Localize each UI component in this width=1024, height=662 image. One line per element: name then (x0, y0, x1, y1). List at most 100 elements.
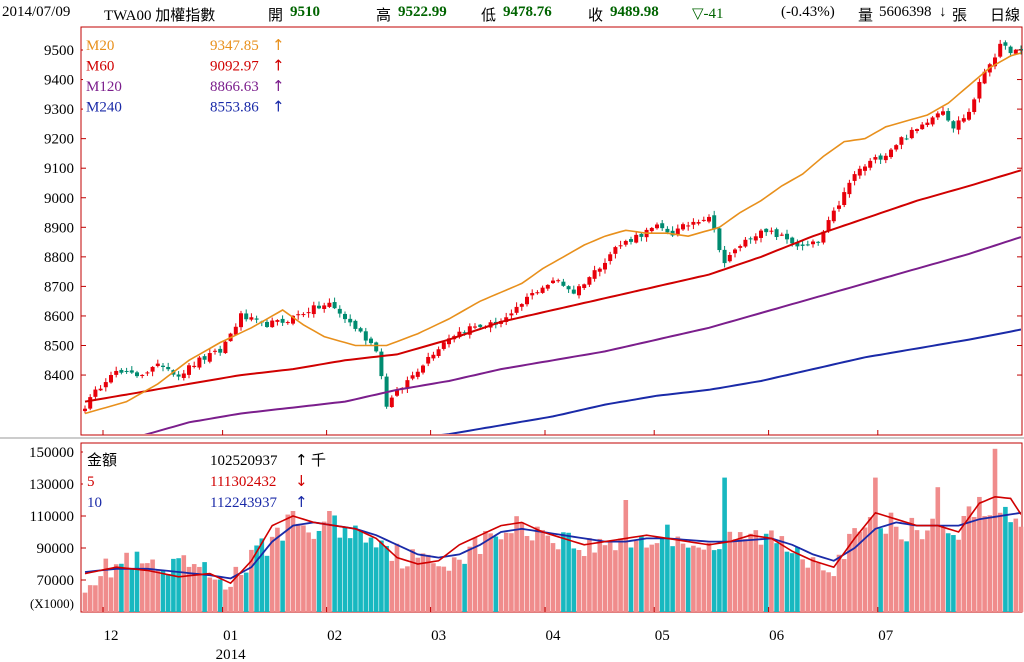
candle-body (280, 318, 285, 323)
volume-bar (139, 563, 145, 612)
symbol-label: TWA00 加權指數 (104, 8, 216, 24)
candle (358, 326, 363, 333)
volume-bar (379, 540, 384, 612)
candle-body (176, 374, 181, 377)
volume-bar (862, 527, 868, 612)
price-tick-label: 9100 (44, 161, 74, 177)
candle-body (977, 81, 982, 99)
volume-bar (420, 553, 426, 612)
volume-bar (264, 555, 270, 612)
candle-body (192, 365, 197, 367)
price-tick-label: 8700 (44, 279, 74, 295)
volume-bar (717, 549, 722, 612)
candle-body (166, 366, 171, 370)
volume-bar (763, 533, 769, 612)
price-tick-label: 9200 (44, 132, 74, 148)
legend-m60-name: M60 (86, 59, 114, 75)
volume-bar (384, 545, 389, 612)
candle-body (1003, 42, 1008, 46)
legend-layer: M20 9347.85 ↑ M60 9092.97 ↑ M120 8866.63 ↑ M240 85… (83, 30, 333, 511)
candle (348, 314, 353, 327)
volume-bar (685, 547, 691, 612)
volume-bar (914, 530, 920, 612)
volume-bar (561, 532, 566, 612)
volume-bar (836, 554, 842, 612)
volume-bar (301, 525, 306, 612)
candle (566, 285, 571, 293)
candle-body (265, 321, 269, 327)
volume-bar (160, 570, 166, 612)
candle-body (457, 331, 462, 338)
candle (842, 187, 847, 208)
high-value: 9522.99 (398, 4, 447, 20)
candle (816, 240, 821, 246)
volume-bar (477, 553, 483, 612)
candle (592, 265, 597, 282)
candle (150, 366, 155, 377)
candle (322, 302, 327, 313)
candle (98, 385, 103, 392)
change-percent: (-0.43%) (781, 4, 835, 20)
volume-bar (722, 477, 727, 612)
volume-tick-label: 90000 (37, 541, 75, 557)
volume-bar (966, 506, 972, 612)
volume-bar (743, 539, 748, 612)
volume-bar (405, 566, 410, 612)
volume-bar (275, 527, 280, 612)
volume-bar (847, 533, 852, 612)
price-tick-label: 8900 (44, 220, 74, 236)
candle (202, 354, 207, 364)
candle (743, 237, 748, 248)
candle-body (582, 284, 587, 288)
volume-bar (909, 517, 915, 612)
candle (421, 364, 425, 375)
candle (634, 231, 639, 244)
candle-body (327, 302, 332, 307)
volume-bar (467, 546, 473, 612)
candle (93, 386, 98, 401)
candle (545, 284, 550, 291)
volume-bar (347, 538, 353, 612)
legend-m120-value: 8866.63 (210, 79, 259, 95)
candle-body (915, 129, 919, 132)
candle (998, 39, 1003, 59)
candle (915, 128, 919, 134)
candle (301, 312, 306, 318)
candle-body (244, 313, 249, 320)
volume-bar (129, 568, 135, 612)
candle-body (291, 315, 295, 324)
candle (410, 371, 415, 381)
candle-body (982, 71, 987, 84)
candle-body (322, 305, 327, 310)
volume-bar (191, 564, 197, 612)
month-label: 04 (546, 628, 562, 644)
volume-bar (410, 549, 415, 612)
volume-bar (961, 515, 967, 612)
ma20-line (84, 52, 1021, 415)
candle (701, 216, 706, 222)
volume-bar (254, 545, 259, 612)
volume-legend-name: 10 (87, 495, 102, 511)
volume-legend-name: 金額 (87, 452, 117, 469)
candle (1003, 40, 1008, 50)
volume-bar (238, 575, 244, 612)
candle-body (759, 230, 763, 238)
candle (551, 277, 555, 284)
volume-bar (623, 500, 629, 612)
candle (660, 220, 665, 231)
legend-m60-value: 9092.97 (210, 59, 259, 75)
candle (722, 245, 727, 268)
candle (629, 236, 633, 245)
candle (993, 53, 997, 70)
candle-body (623, 240, 628, 245)
candle (140, 374, 145, 379)
candle (337, 305, 342, 318)
candle (254, 315, 259, 324)
candle (197, 355, 202, 370)
candle (717, 226, 722, 253)
candle-body (207, 353, 212, 362)
volume-bar (1013, 518, 1019, 612)
candle (353, 319, 358, 332)
candle (119, 368, 124, 375)
candle (332, 297, 337, 310)
